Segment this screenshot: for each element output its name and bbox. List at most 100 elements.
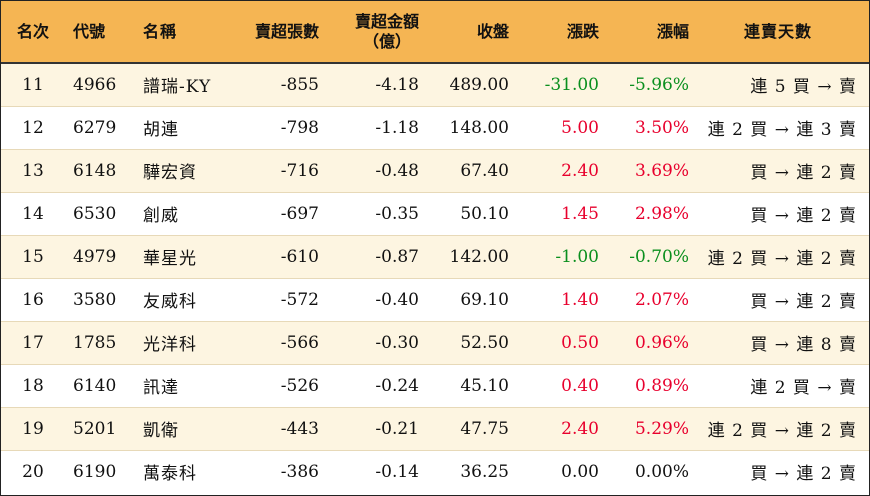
streak-cell: 連 5 買 → 賣 [750, 77, 857, 98]
code-cell: 1785 [73, 332, 117, 353]
pct-cell: 0.89% [634, 375, 689, 396]
pct-cell: 3.50% [634, 117, 689, 138]
change-cell: 0.50 [561, 332, 599, 353]
name-cell: 凱衛 [143, 421, 179, 441]
sell-lots-cell: -855 [280, 74, 319, 95]
name-cell: 創威 [143, 206, 179, 226]
rank-cell: 16 [22, 289, 44, 310]
table-row[interactable]: 16 3580 友威科 -572 -0.40 69.10 1.40 2.07% 買 → 連 2 … [1, 278, 869, 321]
streak-cell: 連 2 買 → 連 2 賣 [707, 421, 857, 441]
close-cell: 47.75 [460, 418, 509, 439]
header-pct: 漲幅 [656, 21, 689, 41]
code-cell: 6140 [73, 375, 117, 396]
table-row[interactable]: 15 4979 華星光 -610 -0.87 142.00 -1.00 -0.70% 連 2 買… [1, 235, 869, 278]
change-cell: -1.00 [555, 246, 599, 267]
rank-cell: 20 [22, 461, 44, 482]
header-change: 漲跌 [566, 21, 599, 41]
pct-cell: 0.96% [634, 332, 689, 353]
change-cell: 0.00 [561, 461, 599, 482]
sell-lots-cell: -566 [280, 332, 319, 353]
sell-amount-cell: -0.35 [375, 203, 419, 224]
rank-cell: 18 [22, 375, 44, 396]
name-cell: 萬泰科 [143, 464, 197, 485]
sell-lots-cell: -697 [280, 203, 319, 224]
streak-cell: 連 2 買 → 連 3 賣 [707, 120, 857, 140]
change-cell: 2.40 [561, 418, 599, 439]
change-cell: 2.40 [561, 160, 599, 181]
table-header: 名次 代號 名稱 賣超張數 賣超金額 （億） 收盤 漲跌 漲幅 連賣天數 [1, 1, 869, 63]
header-close: 收盤 [476, 21, 509, 41]
code-cell: 3580 [73, 289, 117, 310]
table-row[interactable]: 11 4966 譜瑞-KY -855 -4.18 489.00 -31.00 -5.96% 連 … [1, 63, 869, 106]
close-cell: 45.10 [460, 375, 509, 396]
sell-amount-cell: -0.87 [375, 246, 419, 267]
table-row[interactable]: 18 6140 訊達 -526 -0.24 45.10 0.40 0.89% 連 2 買 → 賣 [1, 364, 869, 407]
code-cell: 4979 [73, 246, 117, 267]
code-cell: 6530 [73, 203, 117, 224]
name-cell: 華星光 [143, 249, 197, 269]
pct-cell: 5.29% [634, 418, 689, 439]
header-rank: 名次 [16, 21, 49, 41]
rank-cell: 11 [22, 74, 44, 95]
sell-lots-cell: -572 [280, 289, 319, 310]
header-row: 名次 代號 名稱 賣超張數 賣超金額 （億） 收盤 漲跌 漲幅 連賣天數 [1, 1, 869, 63]
code-cell: 6190 [73, 461, 117, 482]
change-cell: 1.45 [561, 203, 599, 224]
name-cell: 胡連 [143, 120, 179, 140]
sell-lots-cell: -443 [280, 418, 319, 439]
change-cell: 1.40 [561, 289, 599, 310]
sell-amount-cell: -0.48 [375, 160, 419, 181]
pct-cell: 2.98% [634, 203, 689, 224]
pct-cell: -0.70% [629, 246, 689, 267]
streak-cell: 買 → 連 2 賣 [750, 206, 857, 226]
header-name: 名稱 [143, 21, 178, 41]
change-cell: -31.00 [544, 74, 599, 95]
change-cell: 0.40 [561, 375, 599, 396]
header-sell-amount-line2: （億） [362, 31, 411, 51]
code-cell: 4966 [73, 74, 117, 95]
table-row[interactable]: 17 1785 光洋科 -566 -0.30 52.50 0.50 0.96% 買 → 連 8 … [1, 321, 869, 364]
sell-lots-cell: -386 [280, 461, 319, 482]
pct-cell: -5.96% [629, 74, 689, 95]
table-row[interactable]: 19 5201 凱衛 -443 -0.21 47.75 2.40 5.29% 連 2 買 → 連… [1, 407, 869, 450]
pct-cell: 2.07% [634, 289, 689, 310]
header-code: 代號 [73, 21, 106, 41]
pct-cell: 0.00% [634, 461, 689, 482]
table-row[interactable]: 14 6530 創威 -697 -0.35 50.10 1.45 2.98% 買 → 連 2 賣 [1, 192, 869, 235]
sell-lots-cell: -716 [280, 160, 319, 181]
change-cell: 5.00 [561, 117, 599, 138]
table-row[interactable]: 20 6190 萬泰科 -386 -0.14 36.25 0.00 0.00% 買 → 連 2 … [1, 450, 869, 493]
close-cell: 142.00 [449, 246, 509, 267]
pct-cell: 3.69% [634, 160, 689, 181]
sell-lots-cell: -526 [280, 375, 319, 396]
streak-cell: 買 → 連 2 賣 [750, 292, 857, 312]
streak-cell: 連 2 買 → 賣 [750, 378, 857, 398]
close-cell: 52.50 [460, 332, 509, 353]
rank-cell: 15 [22, 246, 44, 267]
name-cell: 光洋科 [143, 335, 197, 355]
sell-amount-cell: -1.18 [375, 117, 419, 138]
header-streak: 連賣天數 [743, 21, 812, 41]
sell-amount-cell: -0.30 [375, 332, 419, 353]
close-cell: 69.10 [460, 289, 509, 310]
name-cell: 友威科 [143, 292, 197, 312]
close-cell: 50.10 [460, 203, 509, 224]
code-cell: 5201 [73, 418, 117, 439]
name-cell: 譜瑞-KY [143, 77, 212, 98]
streak-cell: 連 2 買 → 連 2 賣 [707, 249, 857, 269]
sell-amount-cell: -0.21 [375, 418, 419, 439]
rank-cell: 14 [22, 203, 44, 224]
close-cell: 67.40 [460, 160, 509, 181]
table-body: 11 4966 譜瑞-KY -855 -4.18 489.00 -31.00 -5.96% 連 … [1, 63, 869, 493]
table-row[interactable]: 12 6279 胡連 -798 -1.18 148.00 5.00 3.50% 連 2 買 → … [1, 106, 869, 149]
close-cell: 148.00 [449, 117, 509, 138]
streak-cell: 買 → 連 8 賣 [750, 335, 857, 355]
table-row[interactable]: 13 6148 驊宏資 -716 -0.48 67.40 2.40 3.69% 買 → 連 2 … [1, 149, 869, 192]
rank-cell: 19 [22, 418, 44, 439]
header-sell-amount-line1: 賣超金額 [354, 11, 419, 31]
streak-cell: 買 → 連 2 賣 [750, 163, 857, 183]
sell-amount-cell: -0.40 [375, 289, 419, 310]
code-cell: 6279 [73, 117, 117, 138]
